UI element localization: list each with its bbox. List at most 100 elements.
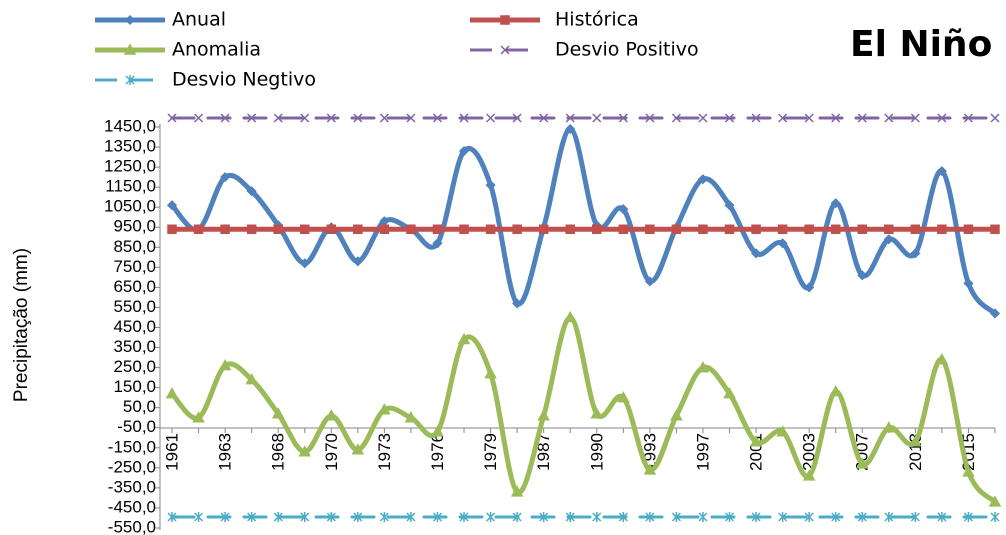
marker (777, 238, 788, 249)
marker (458, 145, 470, 157)
y-tick-label: 950,0 (113, 217, 156, 236)
marker (776, 425, 789, 437)
marker (565, 123, 576, 135)
marker (724, 224, 735, 235)
marker (618, 204, 629, 215)
marker (245, 373, 258, 385)
marker (246, 186, 257, 197)
marker (300, 511, 310, 522)
marker (884, 224, 894, 235)
marker (512, 511, 522, 522)
marker (537, 409, 550, 421)
marker (698, 224, 708, 235)
y-tick-label: 150,0 (113, 377, 156, 396)
marker (829, 385, 842, 397)
marker (351, 443, 365, 455)
marker (512, 224, 522, 235)
marker (194, 511, 204, 522)
marker (935, 353, 949, 365)
marker (618, 224, 629, 235)
series-line (169, 126, 998, 316)
x-tick-label: 1976 (428, 433, 447, 471)
legend-label: Anomalia (172, 39, 261, 61)
marker (883, 234, 894, 245)
marker (909, 435, 922, 447)
marker (220, 113, 230, 123)
x-tick-label: 1979 (481, 433, 500, 471)
y-tick-label: -50,0 (117, 417, 156, 436)
marker (193, 224, 204, 235)
marker (484, 367, 497, 379)
marker (486, 511, 496, 522)
marker (910, 224, 921, 235)
marker (124, 14, 136, 26)
y-tick-label: 50,0 (123, 397, 156, 416)
marker (990, 511, 1000, 522)
marker (167, 224, 177, 235)
marker (167, 113, 177, 123)
marker (432, 511, 443, 522)
marker (432, 238, 443, 249)
marker (988, 495, 1002, 507)
y-tick-label: 450,0 (113, 317, 156, 336)
marker (910, 511, 920, 522)
marker (300, 113, 310, 123)
marker (565, 224, 575, 235)
x-tick-label: 1963 (216, 433, 235, 471)
marker (724, 200, 735, 211)
marker (220, 224, 230, 235)
x-tick-label: 1997 (693, 433, 712, 471)
marker (830, 198, 841, 209)
marker (459, 511, 469, 522)
marker (326, 224, 337, 235)
marker (618, 511, 628, 522)
marker (510, 485, 524, 497)
marker (618, 113, 628, 123)
marker (963, 113, 973, 123)
marker (963, 278, 974, 289)
marker (406, 224, 416, 235)
marker (671, 113, 681, 123)
marker (167, 511, 177, 522)
marker (778, 511, 788, 522)
marker (271, 407, 285, 419)
marker (937, 224, 947, 235)
chart-title: El Niño (850, 24, 992, 65)
y-tick-label: -550,0 (108, 517, 156, 535)
marker (378, 403, 391, 415)
marker (379, 224, 390, 235)
marker (512, 298, 523, 309)
marker (220, 511, 230, 522)
marker (538, 224, 549, 235)
marker (247, 113, 257, 123)
y-tick-label: -250,0 (108, 457, 156, 476)
marker (670, 409, 683, 421)
marker (751, 248, 762, 259)
marker (910, 248, 921, 259)
marker (937, 113, 947, 123)
y-tick-label: 1450,0 (104, 116, 156, 135)
marker (218, 359, 232, 371)
marker (778, 113, 788, 123)
marker (512, 113, 522, 123)
y-tick-label: -150,0 (108, 437, 156, 456)
marker (325, 409, 338, 421)
marker (963, 224, 974, 235)
marker (247, 511, 257, 522)
marker (565, 511, 575, 522)
y-tick-label: 1350,0 (104, 137, 156, 156)
marker (751, 224, 761, 235)
marker (804, 113, 814, 123)
marker (696, 361, 710, 373)
marker (379, 511, 389, 522)
y-tick-label: 850,0 (113, 237, 156, 256)
marker (645, 224, 655, 235)
marker (884, 113, 894, 123)
marker (724, 113, 735, 123)
marker (459, 224, 469, 235)
marker (644, 276, 655, 287)
marker (299, 258, 310, 269)
marker (432, 224, 443, 235)
marker (590, 407, 604, 419)
